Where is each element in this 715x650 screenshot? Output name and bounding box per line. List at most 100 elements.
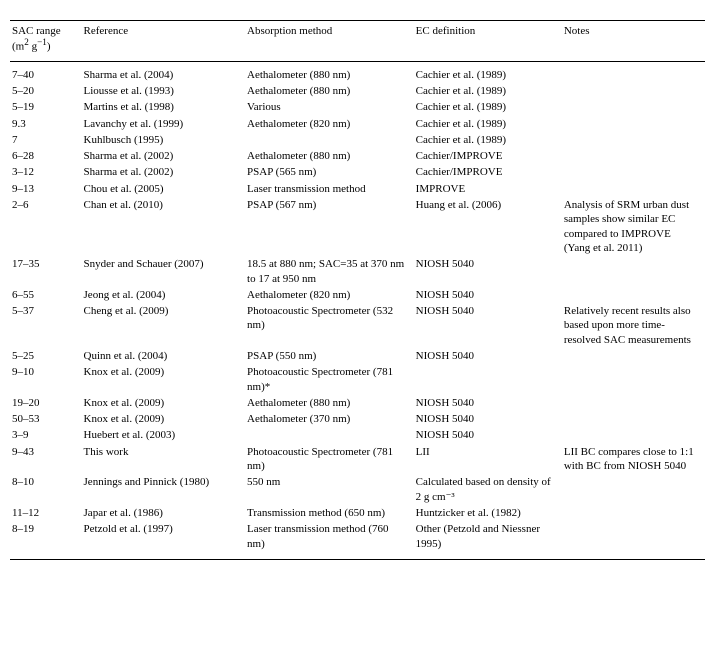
cell-notes — [562, 99, 705, 115]
cell-absorption: Laser transmission method (760 nm) — [245, 521, 414, 559]
header-sac: SAC range(m2 g−1) — [10, 21, 82, 62]
cell-absorption: 550 nm — [245, 474, 414, 505]
cell-sac: 50–53 — [10, 411, 82, 427]
cell-ec: Huang et al. (2006) — [414, 197, 562, 256]
cell-notes — [562, 411, 705, 427]
cell-absorption: Photoacoustic Spectrometer (532 nm) — [245, 303, 414, 348]
cell-ec: Huntzicker et al. (1982) — [414, 505, 562, 521]
cell-notes: Relatively recent results also based upo… — [562, 303, 705, 348]
cell-sac: 7 — [10, 132, 82, 148]
cell-reference: Chan et al. (2010) — [82, 197, 246, 256]
table-row: 6–28Sharma et al. (2002)Aethalometer (88… — [10, 148, 705, 164]
cell-reference: Knox et al. (2009) — [82, 411, 246, 427]
cell-sac: 11–12 — [10, 505, 82, 521]
table-body: 7–40Sharma et al. (2004)Aethalometer (88… — [10, 61, 705, 559]
cell-sac: 17–35 — [10, 256, 82, 287]
cell-sac: 9–13 — [10, 181, 82, 197]
cell-sac: 2–6 — [10, 197, 82, 256]
cell-notes — [562, 61, 705, 83]
cell-ec: NIOSH 5040 — [414, 303, 562, 348]
cell-notes — [562, 256, 705, 287]
cell-absorption: Transmission method (650 nm) — [245, 505, 414, 521]
cell-reference: Liousse et al. (1993) — [82, 83, 246, 99]
cell-sac: 8–19 — [10, 521, 82, 559]
cell-sac: 6–55 — [10, 287, 82, 303]
cell-sac: 8–10 — [10, 474, 82, 505]
cell-notes — [562, 474, 705, 505]
table-row: 9.3Lavanchy et al. (1999)Aethalometer (8… — [10, 116, 705, 132]
cell-ec: Cachier/IMPROVE — [414, 148, 562, 164]
cell-notes — [562, 181, 705, 197]
cell-ec — [414, 364, 562, 395]
table-row: 2–6Chan et al. (2010)PSAP (567 nm)Huang … — [10, 197, 705, 256]
cell-ec: LII — [414, 444, 562, 475]
cell-absorption: Aethalometer (370 nm) — [245, 411, 414, 427]
cell-absorption: Aethalometer (820 nm) — [245, 287, 414, 303]
cell-notes — [562, 395, 705, 411]
cell-sac: 6–28 — [10, 148, 82, 164]
cell-ec: Cachier et al. (1989) — [414, 99, 562, 115]
cell-absorption: PSAP (565 nm) — [245, 164, 414, 180]
cell-ec: Calculated based on density of 2 g cm⁻³ — [414, 474, 562, 505]
cell-reference: Sharma et al. (2002) — [82, 148, 246, 164]
cell-reference: Chou et al. (2005) — [82, 181, 246, 197]
cell-ec: NIOSH 5040 — [414, 395, 562, 411]
cell-ec: Cachier et al. (1989) — [414, 61, 562, 83]
cell-reference: Knox et al. (2009) — [82, 395, 246, 411]
cell-reference: Japar et al. (1986) — [82, 505, 246, 521]
cell-ec: NIOSH 5040 — [414, 287, 562, 303]
cell-notes — [562, 521, 705, 559]
header-ec: EC definition — [414, 21, 562, 62]
cell-ec: Other (Petzold and Niessner 1995) — [414, 521, 562, 559]
cell-absorption: Aethalometer (880 nm) — [245, 395, 414, 411]
table-row: 7–40Sharma et al. (2004)Aethalometer (88… — [10, 61, 705, 83]
cell-absorption: 18.5 at 880 nm; SAC=35 at 370 nm to 17 a… — [245, 256, 414, 287]
cell-sac: 3–9 — [10, 427, 82, 443]
cell-reference: Cheng et al. (2009) — [82, 303, 246, 348]
cell-reference: Huebert et al. (2003) — [82, 427, 246, 443]
cell-reference: Snyder and Schauer (2007) — [82, 256, 246, 287]
cell-absorption: Various — [245, 99, 414, 115]
header-notes: Notes — [562, 21, 705, 62]
cell-sac: 5–25 — [10, 348, 82, 364]
cell-ec: NIOSH 5040 — [414, 256, 562, 287]
table-row: 9–13Chou et al. (2005)Laser transmission… — [10, 181, 705, 197]
table-row: 5–19Martins et al. (1998)VariousCachier … — [10, 99, 705, 115]
cell-reference: Petzold et al. (1997) — [82, 521, 246, 559]
cell-reference: Sharma et al. (2004) — [82, 61, 246, 83]
table-row: 11–12Japar et al. (1986)Transmission met… — [10, 505, 705, 521]
table-row: 5–37Cheng et al. (2009)Photoacoustic Spe… — [10, 303, 705, 348]
cell-sac: 19–20 — [10, 395, 82, 411]
cell-sac: 7–40 — [10, 61, 82, 83]
cell-absorption: PSAP (550 nm) — [245, 348, 414, 364]
cell-reference: Quinn et al. (2004) — [82, 348, 246, 364]
cell-ec: Cachier et al. (1989) — [414, 132, 562, 148]
table-row: 5–25Quinn et al. (2004)PSAP (550 nm)NIOS… — [10, 348, 705, 364]
cell-reference: Knox et al. (2009) — [82, 364, 246, 395]
table-row: 9–10Knox et al. (2009)Photoacoustic Spec… — [10, 364, 705, 395]
cell-absorption: Aethalometer (880 nm) — [245, 61, 414, 83]
cell-notes: Analysis of SRM urban dust samples show … — [562, 197, 705, 256]
cell-sac: 5–20 — [10, 83, 82, 99]
cell-ec: Cachier et al. (1989) — [414, 83, 562, 99]
cell-sac: 5–19 — [10, 99, 82, 115]
cell-absorption: Laser transmission method — [245, 181, 414, 197]
table-row: 3–12Sharma et al. (2002)PSAP (565 nm)Cac… — [10, 164, 705, 180]
cell-reference: Jeong et al. (2004) — [82, 287, 246, 303]
cell-notes — [562, 505, 705, 521]
cell-ec: IMPROVE — [414, 181, 562, 197]
cell-absorption: Aethalometer (880 nm) — [245, 83, 414, 99]
cell-sac: 9–10 — [10, 364, 82, 395]
table-row: 9–43This workPhotoacoustic Spectrometer … — [10, 444, 705, 475]
cell-notes — [562, 348, 705, 364]
cell-absorption: Photoacoustic Spectrometer (781 nm)* — [245, 364, 414, 395]
table-row: 19–20Knox et al. (2009)Aethalometer (880… — [10, 395, 705, 411]
table-row: 3–9Huebert et al. (2003) NIOSH 5040 — [10, 427, 705, 443]
table-row: 5–20Liousse et al. (1993)Aethalometer (8… — [10, 83, 705, 99]
cell-ec: Cachier/IMPROVE — [414, 164, 562, 180]
cell-reference: Martins et al. (1998) — [82, 99, 246, 115]
table-row: 17–35Snyder and Schauer (2007)18.5 at 88… — [10, 256, 705, 287]
cell-ec: NIOSH 5040 — [414, 348, 562, 364]
cell-ec: NIOSH 5040 — [414, 427, 562, 443]
table-row: 8–10Jennings and Pinnick (1980)550 nmCal… — [10, 474, 705, 505]
